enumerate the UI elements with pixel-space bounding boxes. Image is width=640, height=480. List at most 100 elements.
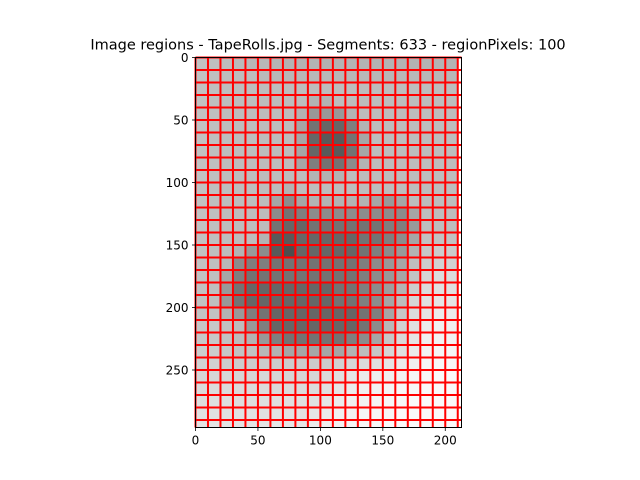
image-pixel-block — [245, 370, 259, 383]
image-pixel-block — [307, 195, 321, 208]
image-pixel-block — [370, 57, 384, 71]
y-tick-label: 250 — [166, 363, 189, 377]
image-pixel-block — [270, 132, 284, 146]
image-pixel-block — [270, 207, 284, 221]
image-pixel-block — [445, 282, 459, 296]
image-pixel-block — [407, 295, 421, 308]
image-pixel-block — [320, 245, 334, 258]
image-pixel-block — [282, 70, 296, 83]
image-pixel-block — [232, 220, 246, 233]
image-pixel-block — [307, 245, 321, 258]
image-pixel-block — [320, 295, 334, 308]
image-pixel-block — [270, 257, 284, 271]
image-pixel-block — [407, 270, 421, 283]
image-pixel-block — [345, 107, 359, 121]
image-pixel-block — [282, 107, 296, 121]
image-pixel-block — [370, 182, 384, 196]
image-pixel-block — [295, 182, 309, 196]
image-pixel-block — [270, 395, 284, 408]
image-pixel-block — [407, 232, 421, 246]
image-pixel-block — [332, 157, 346, 171]
image-pixel-block — [357, 95, 371, 108]
image-pixel-block — [382, 145, 396, 158]
image-pixel-block — [195, 332, 209, 346]
image-pixel-block — [395, 107, 409, 121]
image-pixel-block — [270, 82, 284, 96]
image-pixel-block — [220, 345, 234, 358]
image-pixel-block — [232, 420, 246, 428]
image-pixel-block — [195, 232, 209, 246]
image-pixel-block — [320, 382, 334, 396]
image-pixel-block — [345, 382, 359, 396]
image-pixel-block — [407, 420, 421, 428]
image-pixel-block — [395, 332, 409, 346]
image-pixel-block — [407, 332, 421, 346]
image-pixel-block — [332, 120, 346, 133]
image-pixel-block — [395, 132, 409, 146]
image-pixel-block — [407, 157, 421, 171]
image-pixel-block — [445, 182, 459, 196]
image-pixel-block — [282, 220, 296, 233]
image-pixel-block — [282, 420, 296, 428]
image-pixel-block — [282, 95, 296, 108]
image-pixel-block — [345, 295, 359, 308]
image-pixel-block — [370, 282, 384, 296]
image-pixel-block — [282, 207, 296, 221]
image-pixel-block — [257, 95, 271, 108]
image-pixel-block — [320, 82, 334, 96]
image-pixel-block — [282, 195, 296, 208]
image-pixel-block — [257, 107, 271, 121]
image-pixel-block — [257, 195, 271, 208]
image-pixel-block — [432, 282, 446, 296]
image-pixel-block — [295, 157, 309, 171]
image-pixel-block — [332, 420, 346, 428]
image-pixel-block — [407, 57, 421, 71]
image-pixel-block — [345, 70, 359, 83]
image-pixel-block — [407, 407, 421, 421]
image-pixel-block — [257, 82, 271, 96]
image-pixel-block — [420, 120, 434, 133]
image-pixel-block — [257, 207, 271, 221]
image-pixel-block — [295, 257, 309, 271]
image-pixel-block — [207, 170, 221, 183]
image-pixel-block — [307, 382, 321, 396]
image-pixel-block — [320, 170, 334, 183]
image-pixel-block — [357, 357, 371, 371]
image-pixel-block — [232, 57, 246, 71]
image-pixel-block — [270, 282, 284, 296]
image-pixel-block — [307, 57, 321, 71]
image-pixel-block — [445, 357, 459, 371]
image-pixel-block — [195, 170, 209, 183]
image-pixel-block — [432, 95, 446, 108]
image-pixel-block — [395, 345, 409, 358]
image-pixel-block — [432, 145, 446, 158]
image-pixel-block — [232, 320, 246, 333]
image-pixel-block — [207, 257, 221, 271]
image-pixel-block — [382, 395, 396, 408]
image-pixel-block — [320, 120, 334, 133]
image-pixel-block — [407, 320, 421, 333]
image-pixel-block — [345, 95, 359, 108]
image-pixel-block — [232, 370, 246, 383]
image-pixel-block — [445, 382, 459, 396]
image-pixel-block — [332, 70, 346, 83]
image-pixel-block — [195, 295, 209, 308]
image-pixel-block — [370, 195, 384, 208]
axes-frame — [195, 57, 462, 428]
image-pixel-block — [245, 282, 259, 296]
image-pixel-block — [407, 145, 421, 158]
image-pixel-block — [207, 182, 221, 196]
image-pixel-block — [282, 257, 296, 271]
image-pixel-block — [370, 170, 384, 183]
x-tick-label: 50 — [250, 434, 265, 448]
image-pixel-block — [257, 182, 271, 196]
image-pixel-block — [420, 332, 434, 346]
image-pixel-block — [357, 70, 371, 83]
image-pixel-block — [382, 370, 396, 383]
image-pixel-block — [332, 295, 346, 308]
image-pixel-block — [395, 157, 409, 171]
image-pixel-block — [207, 320, 221, 333]
image-pixel-block — [332, 195, 346, 208]
image-pixel-block — [345, 282, 359, 296]
image-pixel-block — [320, 345, 334, 358]
